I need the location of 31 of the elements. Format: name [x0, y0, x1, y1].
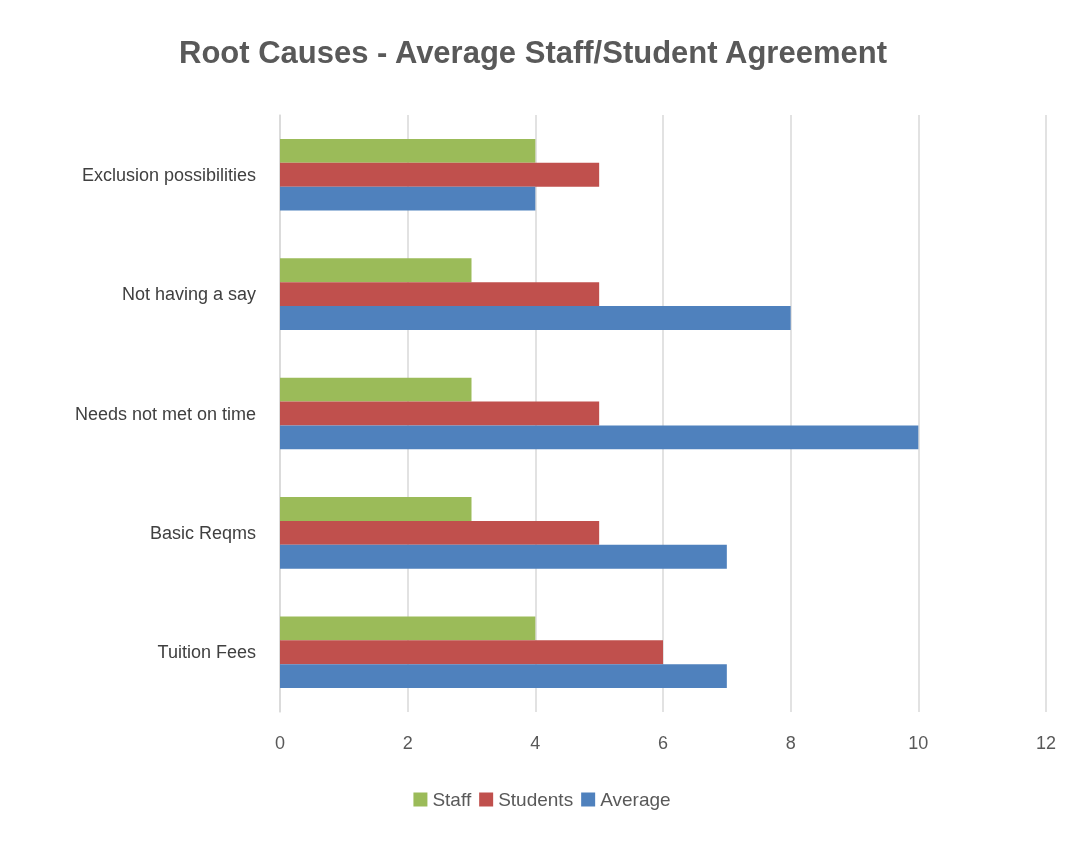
x-tick-label: 12 [1035, 733, 1057, 753]
legend-label: Average [600, 789, 671, 810]
y-tick-label: Exclusion possibilities [81, 164, 256, 185]
bar [280, 497, 472, 521]
y-tick-label: Tuition Fees [157, 642, 256, 663]
bar [280, 258, 472, 283]
bar [280, 162, 600, 187]
bar [280, 544, 727, 569]
bar [280, 377, 472, 402]
y-tick-label: Basic Reqms [149, 522, 256, 543]
x-tick-label: 6 [657, 733, 669, 753]
bar [280, 425, 919, 450]
legend-label: Students [498, 789, 574, 810]
bar [280, 401, 600, 426]
y-tick-label: Needs not met on time [74, 403, 256, 424]
x-tick-label: 0 [274, 733, 286, 753]
bar [280, 186, 536, 211]
x-tick-label: 4 [530, 733, 541, 753]
bar [280, 520, 600, 545]
bar [280, 616, 536, 641]
chart-title: Root Causes - Average Staff/Student Agreement [179, 35, 887, 70]
x-tick-label: 10 [908, 733, 929, 753]
bar [280, 306, 791, 330]
bar [280, 282, 600, 307]
legend-label: Staff [432, 789, 472, 810]
x-tick-label: 8 [785, 733, 796, 753]
bar [280, 138, 536, 163]
bar [280, 640, 663, 665]
y-tick-label: Not having a say [121, 284, 256, 305]
bar [280, 664, 727, 689]
x-tick-label: 2 [402, 733, 413, 753]
